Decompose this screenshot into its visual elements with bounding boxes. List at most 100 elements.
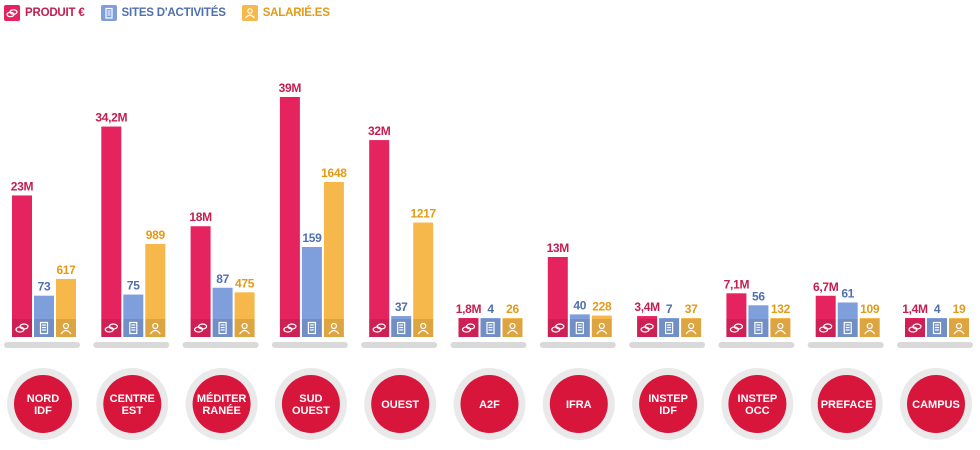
bar xyxy=(101,126,122,338)
group-baseline xyxy=(718,342,795,348)
bar xyxy=(190,226,211,337)
data-label: 228 xyxy=(592,300,612,314)
coins-icon xyxy=(283,323,297,333)
category-group: 34,2M 75 989 CENTRE EST xyxy=(93,111,170,440)
group-baseline xyxy=(897,342,973,348)
building-icon xyxy=(307,321,316,335)
category-bubble xyxy=(639,375,698,433)
category-bubble xyxy=(192,375,251,433)
bar-icon-strip xyxy=(726,319,747,337)
bar-icon-strip xyxy=(905,319,925,337)
data-label: 61 xyxy=(841,286,854,300)
category-label: CENTRE EST xyxy=(110,393,155,417)
employee-icon xyxy=(507,322,518,335)
category-group: 32M 37 1217 OUEST xyxy=(361,124,438,440)
category-label: OUEST xyxy=(381,399,419,411)
category-bubble xyxy=(281,375,340,433)
bar xyxy=(391,316,412,337)
category-group: 13M 40 228 IFRA xyxy=(539,241,616,440)
coins-icon xyxy=(819,323,833,333)
bar xyxy=(323,182,344,337)
bar xyxy=(569,314,590,337)
group-baseline xyxy=(93,342,170,348)
building-icon xyxy=(575,321,584,335)
legend-label-salaries: SALARIÉ.ES xyxy=(262,7,330,19)
building-icon xyxy=(100,5,117,21)
data-label: 109 xyxy=(860,302,880,316)
employee-icon xyxy=(774,322,786,335)
bar xyxy=(748,305,769,337)
category-label: IFRA xyxy=(566,399,592,411)
category-group: 6,7M 61 109 PREFACE xyxy=(807,280,884,440)
data-label: 37 xyxy=(395,300,408,314)
bar-icon-strip xyxy=(815,319,836,337)
data-label: 617 xyxy=(56,263,76,277)
employee-icon xyxy=(953,322,965,335)
category-label: NORD IDF xyxy=(27,393,59,417)
coins-icon xyxy=(15,323,29,333)
data-label: 6,7M xyxy=(813,280,839,294)
category-bubble xyxy=(817,375,876,433)
category-label: INSTEP OCC xyxy=(738,393,778,417)
bar xyxy=(301,247,322,337)
data-label: 18M xyxy=(189,210,212,224)
building-icon xyxy=(218,321,227,335)
bar xyxy=(279,97,300,337)
data-label: 37 xyxy=(685,302,698,316)
category-group: 39M 159 1648 SUD OUEST xyxy=(271,81,348,440)
building-icon xyxy=(39,321,49,335)
category-group: 18M 87 475 MÉDITER RANÉE xyxy=(182,210,259,440)
bar xyxy=(212,287,233,337)
group-baseline xyxy=(629,342,706,348)
coins-icon xyxy=(729,323,744,333)
employee-icon xyxy=(60,322,72,335)
employee-icon xyxy=(417,322,429,335)
legend-item-produit: PRODUIT € xyxy=(4,5,85,21)
legend-label-sites: SITES D'ACTIVITÉS xyxy=(121,7,226,19)
category-bubble xyxy=(728,375,787,433)
category-label: A2F xyxy=(479,399,500,411)
data-label: 4 xyxy=(487,302,494,316)
bar xyxy=(56,278,76,337)
data-label: 159 xyxy=(302,231,322,245)
data-label: 40 xyxy=(573,298,586,312)
bar xyxy=(234,292,255,337)
coins-icon xyxy=(372,323,386,333)
coins-icon xyxy=(104,323,118,333)
bar xyxy=(815,295,836,337)
data-label: 989 xyxy=(146,228,166,242)
legend-item-sites: SITES D'ACTIVITÉS xyxy=(100,5,226,21)
bar xyxy=(837,302,858,337)
category-label: INSTEP IDF xyxy=(648,393,688,417)
bar-icon-strip xyxy=(369,319,390,337)
data-label: 7,1M xyxy=(724,277,750,291)
bar xyxy=(369,140,390,337)
data-label: 19 xyxy=(953,302,966,316)
group-baseline xyxy=(539,342,616,348)
category-bubble xyxy=(460,375,519,433)
building-icon xyxy=(754,321,763,335)
bar xyxy=(413,222,434,337)
building-icon xyxy=(843,321,852,335)
category-bubble xyxy=(907,375,965,433)
building-icon xyxy=(932,321,942,335)
data-label: 1217 xyxy=(410,207,436,221)
employee-icon xyxy=(685,322,697,335)
group-baseline xyxy=(450,342,527,348)
data-label: 87 xyxy=(216,272,229,286)
employee-icon xyxy=(241,5,258,21)
legend: PRODUIT € SITES D'ACTIVITÉS SALARIÉ.ES xyxy=(4,4,346,22)
bar xyxy=(502,318,523,337)
group-baseline xyxy=(361,342,438,348)
data-label: 132 xyxy=(771,302,791,316)
coins-icon xyxy=(551,323,565,333)
data-label: 75 xyxy=(127,279,140,293)
data-label: 26 xyxy=(506,302,519,316)
category-label: SUD OUEST xyxy=(292,393,330,417)
bar xyxy=(12,195,32,337)
category-label: CAMPUS xyxy=(912,399,960,411)
data-label: 1648 xyxy=(321,166,347,180)
bar-icon-strip xyxy=(101,319,122,337)
bar xyxy=(770,318,791,337)
